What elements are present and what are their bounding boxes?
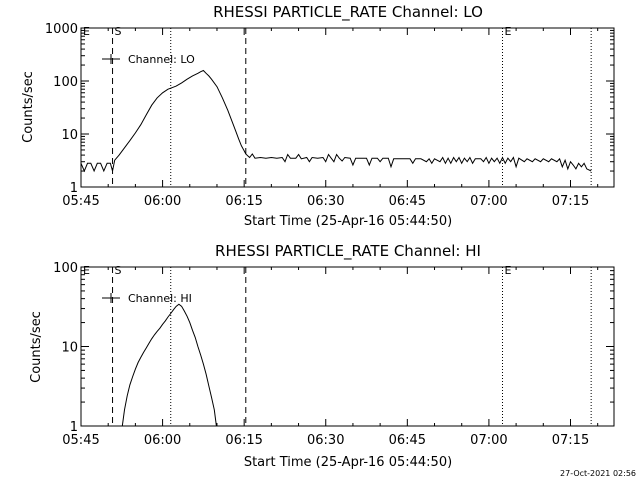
x-tick-label-lo: 06:45 [389,194,426,209]
vline-marker-label-hi: E [505,264,512,277]
chart-title-lo: RHESSI PARTICLE_RATE Channel: LO [213,3,483,22]
x-tick-label-hi: 06:00 [144,433,181,448]
y-tick-label-lo: 1 [70,181,78,196]
series-line-lo [80,69,592,173]
x-tick-label-hi: 07:15 [552,433,589,448]
x-tick-label-hi: 07:00 [470,433,507,448]
y-tick-label-hi: 10 [61,341,78,356]
y-tick-label-hi: 1 [70,420,78,435]
x-axis-label-lo: Start Time (25-Apr-16 05:44:50) [244,214,452,229]
y-axis-label-lo: Counts/sec [21,71,36,143]
plot-frame-lo [80,27,615,188]
chart-title-hi: RHESSI PARTICLE_RATE Channel: HI [215,242,481,261]
vline-marker-label-hi: S [115,264,122,277]
x-tick-label-lo: 06:15 [225,194,262,209]
x-tick-label-hi: 05:45 [62,433,99,448]
x-tick-label-lo: 06:30 [307,194,344,209]
y-tick-label-lo: 100 [53,75,78,90]
x-tick-label-hi: 06:15 [225,433,262,448]
x-tick-label-lo: 07:15 [552,194,589,209]
x-tick-label-lo: 06:00 [144,194,181,209]
series-line-hi [121,303,217,427]
plot-frame-hi [80,266,615,427]
x-tick-label-lo: 07:00 [470,194,507,209]
vline-marker-label-lo: S [115,25,122,38]
x-tick-label-hi: 06:30 [307,433,344,448]
chart-panel-lo: RHESSI PARTICLE_RATE Channel: LO Counts/… [21,3,615,229]
x-tick-label-lo: 05:45 [62,194,99,209]
timestamp: 27-Oct-2021 02:56 [560,469,636,478]
y-axis-label-hi: Counts/sec [29,311,44,383]
y-tick-label-hi: 100 [53,261,78,276]
chart-panel-hi: RHESSI PARTICLE_RATE Channel: HI Counts/… [29,242,615,470]
vline-marker-label-lo: E [505,25,512,38]
legend-label-hi: Channel: HI [128,292,192,305]
y-tick-label-lo: 1000 [45,22,78,37]
x-axis-label-hi: Start Time (25-Apr-16 05:44:50) [244,455,452,470]
legend-label-lo: Channel: LO [128,53,195,66]
vline-marker-label-lo: E [83,25,90,38]
vline-marker-label-hi: E [83,264,90,277]
y-tick-label-lo: 10 [61,128,78,143]
x-tick-label-hi: 06:45 [389,433,426,448]
